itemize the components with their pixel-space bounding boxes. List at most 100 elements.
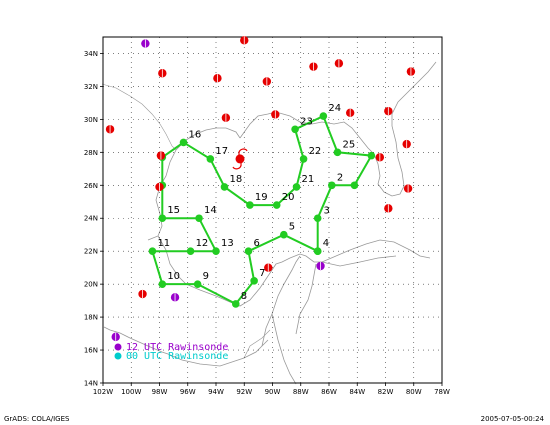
flight-track-point (244, 247, 253, 255)
flight-track-point (313, 247, 322, 255)
footer-credit: GrADS: COLA/IGES (4, 415, 70, 423)
legend-marker-12utc (114, 343, 122, 351)
lon-tick-label: 98W (152, 388, 168, 396)
flight-track-point (220, 183, 229, 191)
flight-track-point (328, 181, 336, 190)
flight-point-label: 22 (309, 146, 322, 157)
lat-tick-label: 26N (84, 182, 98, 190)
flight-point-label: 16 (189, 129, 202, 140)
us-gulf-coast (239, 61, 437, 197)
flight-point-label: 2 (337, 172, 343, 183)
central-america-coast (271, 263, 317, 385)
lon-tick-label: 90W (265, 388, 281, 396)
rawinsonde-stations-purple (111, 39, 325, 342)
flight-track-point (250, 277, 258, 285)
lat-tick-label: 24N (84, 215, 98, 223)
flight-point-label: 21 (302, 174, 315, 185)
flight-track-point (158, 280, 167, 288)
lon-tick-label: 100W (121, 388, 141, 396)
latitude-labels: 14N 16N 18N 20N 22N 24N 26N 28N 30N 32N 34N (84, 50, 98, 388)
cuba-coast (321, 239, 431, 267)
flight-track-point (179, 138, 188, 147)
footer-timestamp: 2005-07-05-00:24 (480, 415, 544, 423)
hurricane-icon (232, 148, 248, 170)
flight-point-label: 24 (328, 103, 341, 114)
lat-tick-label: 30N (84, 116, 98, 124)
flight-track-point (299, 155, 308, 163)
lon-tick-label: 96W (180, 388, 196, 396)
flight-point-label: 7 (259, 268, 265, 279)
flight-point-label: 4 (323, 238, 329, 249)
flight-point-label: 11 (157, 238, 170, 249)
lon-tick-label: 78W (434, 388, 450, 396)
flight-track-point (272, 201, 281, 209)
hurricane-arm-lower (232, 162, 242, 170)
lat-tick-label: 14N (84, 380, 98, 388)
flight-track-point (206, 155, 215, 163)
legend: 12 UTC Rawinsonde 00 UTC Rawinsonde (114, 342, 228, 362)
yucatan-coast (261, 255, 301, 347)
flight-track-point (319, 112, 328, 120)
flight-point-label: 23 (300, 116, 313, 127)
hurricane-eye (235, 154, 245, 164)
flight-track-point (292, 183, 301, 191)
lon-tick-label: 84W (349, 388, 365, 396)
flight-track-point (186, 247, 195, 255)
flight-track-point (231, 300, 240, 308)
lat-tick-label: 20N (84, 281, 98, 289)
lon-tick-label: 80W (406, 388, 422, 396)
flight-point-label: 3 (324, 206, 330, 217)
flight-point-label: 9 (203, 271, 209, 282)
flight-track-point (280, 230, 288, 239)
flight-point-label: 19 (255, 192, 268, 203)
longitude-labels: 102W 100W 98W 96W 94W 92W 90W 88W 86W 84W 82W 80W 78… (93, 388, 450, 396)
hurricane-arm-upper (238, 148, 248, 156)
flight-track-point (333, 148, 342, 157)
flight-point-label: 13 (221, 238, 234, 249)
lon-tick-label: 88W (293, 388, 309, 396)
flight-point-label: 18 (229, 174, 242, 185)
flight-point-label: 14 (204, 205, 217, 216)
flight-track-point (158, 214, 167, 223)
flight-track-point (367, 151, 376, 160)
flight-point-label: 8 (241, 291, 247, 302)
gulf-coast-west (103, 326, 269, 367)
lat-tick-label: 16N (84, 347, 98, 355)
flight-point-label: 12 (196, 238, 209, 249)
axis-ticks (100, 53, 443, 386)
legend-label-12utc: 12 UTC Rawinsonde (126, 342, 228, 353)
lon-tick-label: 82W (378, 388, 394, 396)
legend-marker-00utc (114, 352, 122, 360)
flight-track (148, 112, 376, 308)
flight-point-label: 17 (215, 146, 228, 157)
flight-track-point (291, 125, 299, 134)
flight-point-label: 25 (342, 139, 355, 150)
rawinsonde-stations-red (105, 36, 416, 299)
flight-point-label: 20 (282, 192, 295, 203)
lon-tick-label: 94W (208, 388, 224, 396)
flight-point-label: 5 (289, 222, 295, 233)
flight-track-point (246, 201, 254, 209)
flight-point-label: 6 (253, 238, 259, 249)
lon-tick-label: 86W (321, 388, 337, 396)
lat-tick-label: 32N (84, 83, 98, 91)
lat-tick-label: 22N (84, 248, 98, 256)
country-borders (101, 83, 271, 359)
lat-tick-label: 34N (84, 50, 98, 58)
flight-track-point (148, 247, 157, 255)
flight-track-point (212, 247, 220, 255)
lon-tick-label: 92W (236, 388, 252, 396)
flight-track-point (313, 214, 322, 223)
legend-label-00utc: 00 UTC Rawinsonde (126, 351, 228, 362)
flight-point-label: 15 (167, 205, 180, 216)
us-mexico-border (101, 83, 177, 151)
flight-track-point (195, 214, 203, 223)
mexico-guatemala-border (243, 329, 271, 359)
lon-tick-label: 102W (93, 388, 113, 396)
lat-tick-label: 28N (84, 149, 98, 157)
flight-track-point (193, 280, 202, 288)
flight-point-label: 10 (167, 271, 180, 282)
flight-track-point (350, 181, 359, 190)
lat-tick-label: 18N (84, 314, 98, 322)
